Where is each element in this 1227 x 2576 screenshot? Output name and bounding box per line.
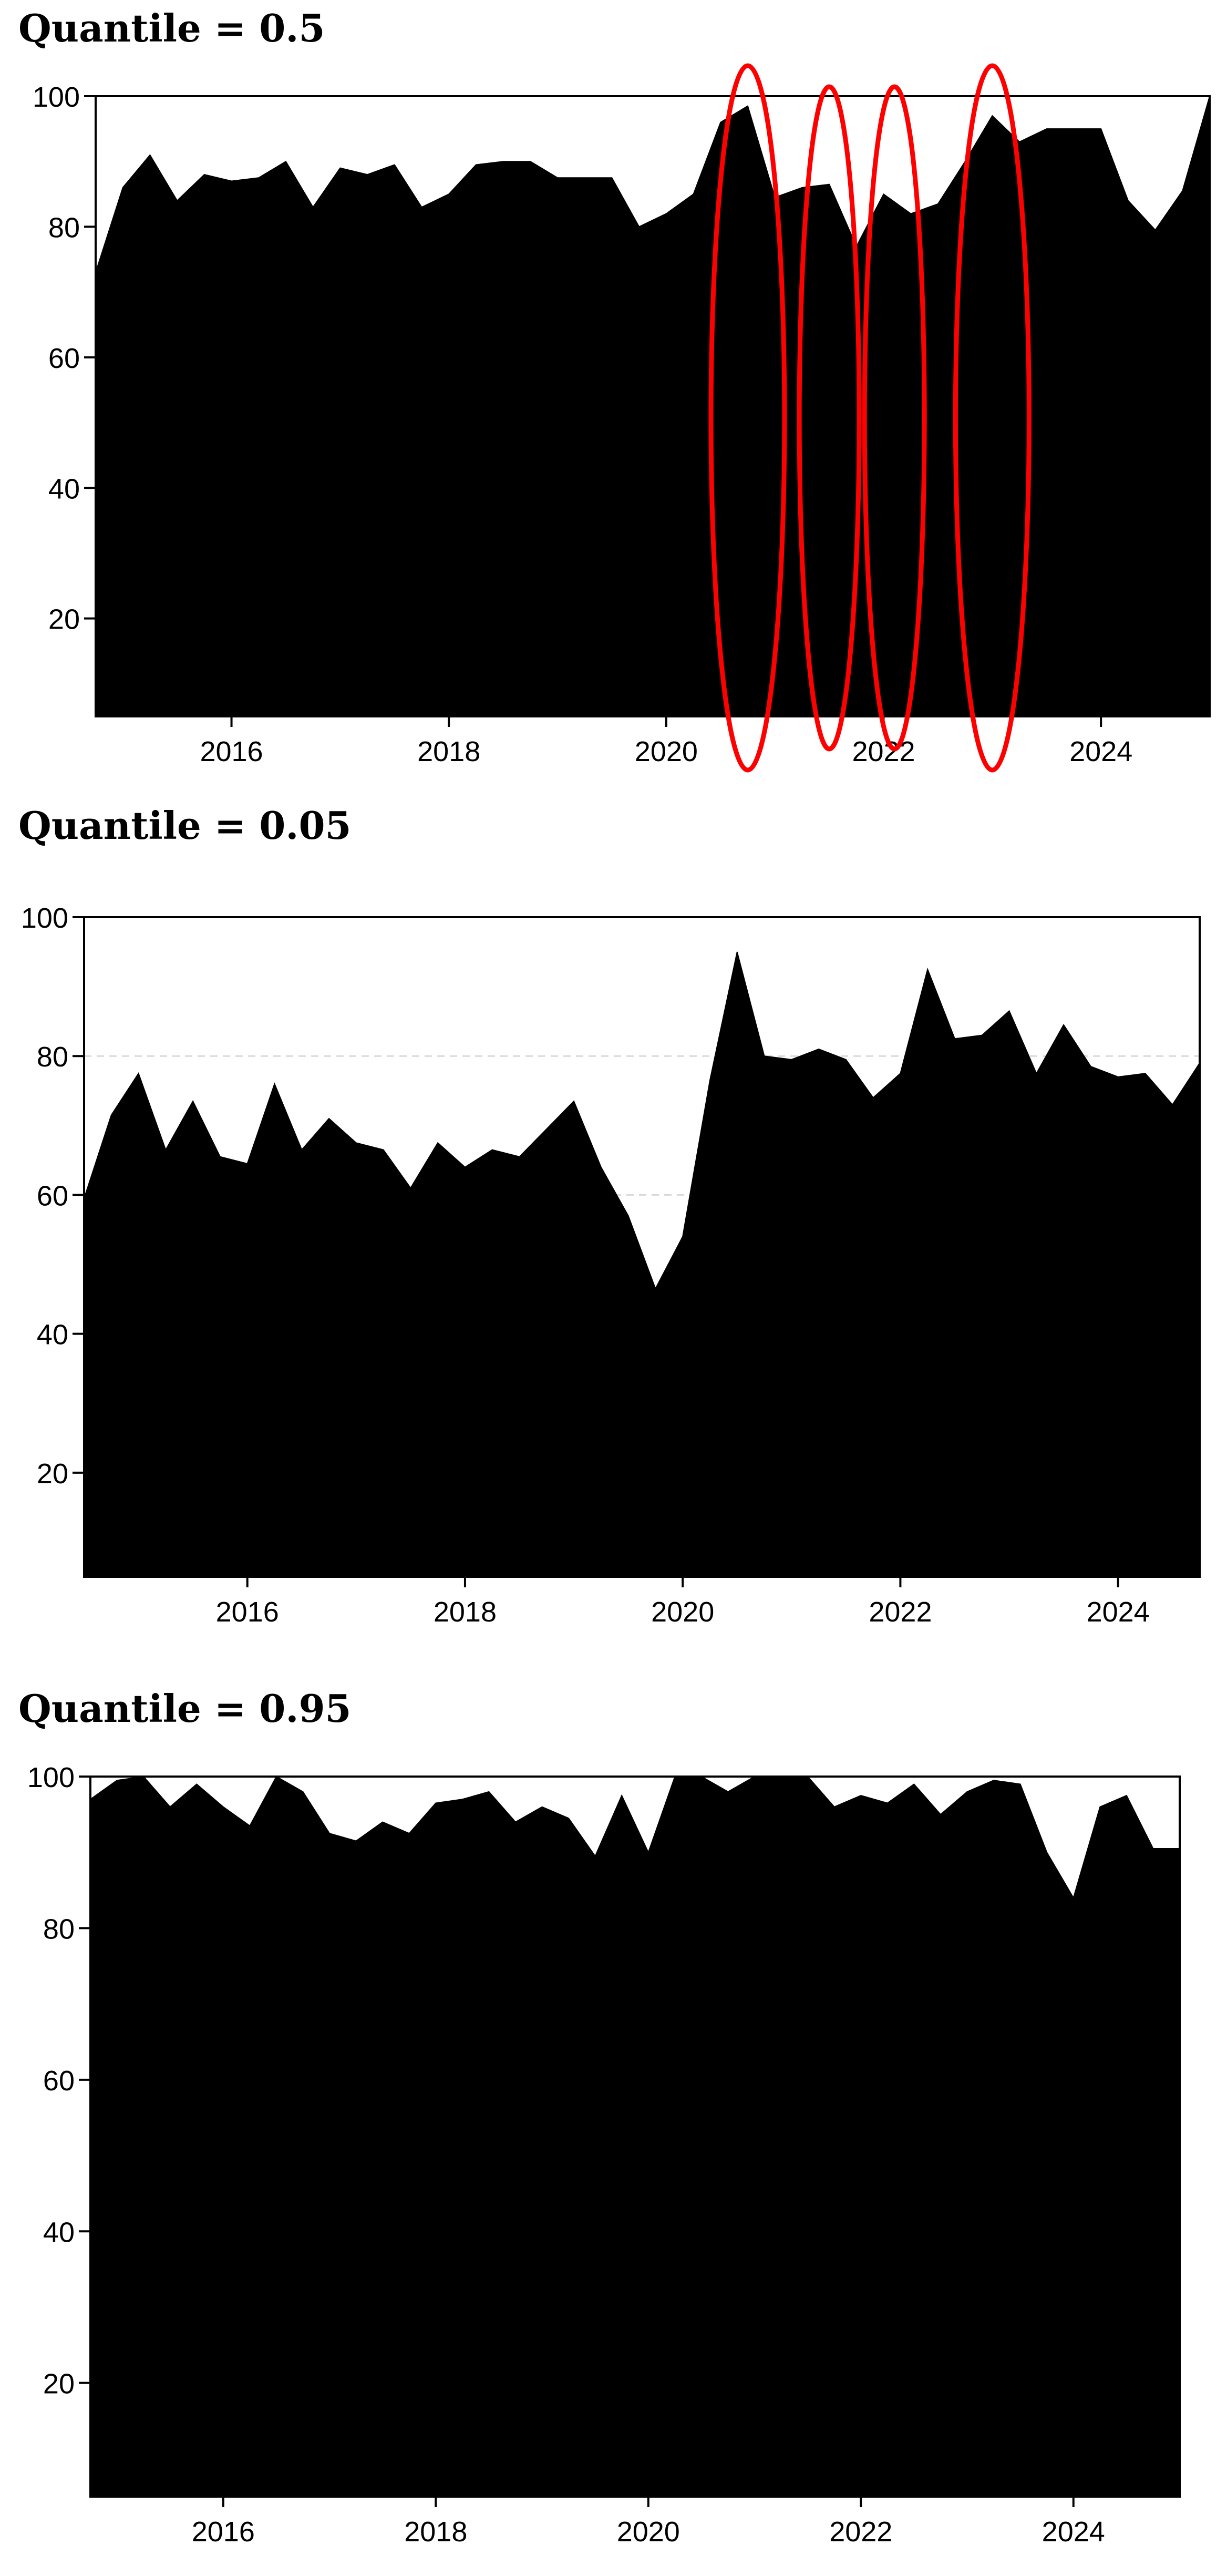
- ytick-label-0-0: 20: [48, 604, 80, 635]
- area-series-2: [90, 1776, 1180, 2497]
- ytick-label-1-3: 80: [37, 1041, 68, 1073]
- xtick-label-1-4: 2024: [1087, 1596, 1150, 1628]
- area-series-0: [95, 96, 1210, 717]
- xtick-label-0-0: 2016: [200, 736, 263, 767]
- ytick-label-1-2: 60: [37, 1180, 68, 1212]
- xtick-label-2-0: 2016: [192, 2516, 255, 2548]
- ytick-label-2-3: 80: [43, 1913, 75, 1945]
- ytick-label-2-4: 100: [27, 1762, 75, 1793]
- ytick-label-1-0: 20: [37, 1458, 68, 1490]
- xtick-label-0-4: 2024: [1069, 736, 1132, 767]
- area-series-1: [84, 951, 1200, 1577]
- xtick-label-0-2: 2020: [635, 736, 698, 767]
- panel-title-q95: Quantile = 0.95: [18, 1686, 352, 1731]
- plot-frame-2: [89, 1776, 1181, 2498]
- xtick-label-1-2: 2020: [651, 1596, 714, 1628]
- ytick-label-2-2: 60: [43, 2065, 75, 2097]
- ytick-label-2-0: 20: [43, 2368, 75, 2400]
- ytick-label-0-1: 40: [48, 473, 80, 505]
- xtick-label-2-1: 2018: [404, 2516, 467, 2548]
- ytick-label-1-4: 100: [21, 902, 68, 934]
- panel-title-median: Quantile = 0.5: [18, 6, 325, 50]
- xtick-label-2-3: 2022: [829, 2516, 892, 2548]
- ytick-label-0-2: 60: [48, 343, 80, 374]
- ytick-label-0-3: 80: [48, 212, 80, 243]
- xtick-label-2-2: 2020: [617, 2516, 680, 2548]
- xtick-label-1-0: 2016: [216, 1596, 279, 1628]
- plot-frame-1: [83, 916, 1201, 1578]
- xtick-label-1-3: 2022: [869, 1596, 932, 1628]
- xtick-label-2-4: 2024: [1042, 2516, 1105, 2548]
- highlight-ellipse-2: [862, 84, 927, 752]
- xtick-label-0-1: 2018: [417, 736, 480, 767]
- xtick-label-1-1: 2018: [434, 1596, 497, 1628]
- ytick-label-0-4: 100: [33, 81, 80, 113]
- highlight-ellipse-0: [708, 63, 787, 773]
- ytick-label-1-1: 40: [37, 1319, 68, 1351]
- ytick-label-2-1: 40: [43, 2216, 75, 2248]
- plot-frame-0: [95, 95, 1211, 717]
- panel-title-q05: Quantile = 0.05: [18, 803, 352, 848]
- highlight-ellipse-1: [797, 84, 862, 752]
- xtick-label-0-3: 2022: [852, 736, 915, 767]
- highlight-ellipse-3: [953, 63, 1032, 773]
